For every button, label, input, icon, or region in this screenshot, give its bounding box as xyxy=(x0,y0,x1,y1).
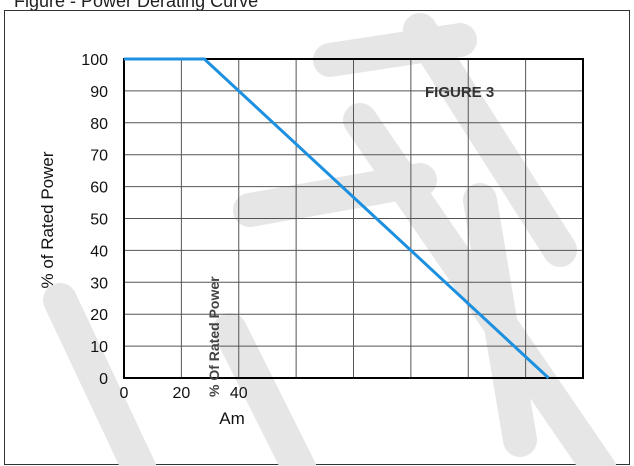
y-tick-label: 70 xyxy=(90,148,108,165)
chart-frame xyxy=(4,10,630,465)
header-title: Figure - Power Derating Curve xyxy=(14,0,259,11)
y-tick-label: 0 xyxy=(99,371,108,388)
y-tick-label: 100 xyxy=(81,52,108,69)
y-tick-label: 50 xyxy=(90,212,108,229)
figure-annotation: FIGURE 3 xyxy=(425,84,494,101)
y-tick-label: 80 xyxy=(90,116,108,133)
x-tick-label: 20 xyxy=(172,385,190,402)
y-tick-label: 40 xyxy=(90,243,108,260)
watermark-stroke-3 xyxy=(213,313,317,466)
watermark-stroke-5 xyxy=(463,183,537,457)
y-tick-label: 10 xyxy=(90,339,108,356)
y-tick-label: 90 xyxy=(90,84,108,101)
x-tick-label: 40 xyxy=(230,385,248,402)
watermark-stroke-6 xyxy=(233,163,437,227)
watermark-stroke-2 xyxy=(403,13,577,267)
watermark-stroke-4 xyxy=(43,283,157,466)
y-tick-label: 60 xyxy=(90,180,108,197)
y-axis-label: % of Rated Power xyxy=(38,151,57,288)
x-axis-label: Am xyxy=(219,409,245,428)
series-line-0 xyxy=(124,57,550,380)
x-tick-label: 0 xyxy=(120,385,129,402)
y-tick-label: 20 xyxy=(90,307,108,324)
watermark-graphic xyxy=(43,13,617,466)
vertical-annotation: % Of Rated Power xyxy=(206,276,222,397)
chart-grid xyxy=(123,58,584,379)
x-tick-labels: 0 20 40 xyxy=(120,385,248,402)
y-tick-label: 30 xyxy=(90,275,108,292)
series-group xyxy=(124,57,550,380)
plot-border xyxy=(123,58,584,379)
y-tick-labels: 0 10 20 30 40 50 60 70 80 90 100 xyxy=(81,52,108,388)
